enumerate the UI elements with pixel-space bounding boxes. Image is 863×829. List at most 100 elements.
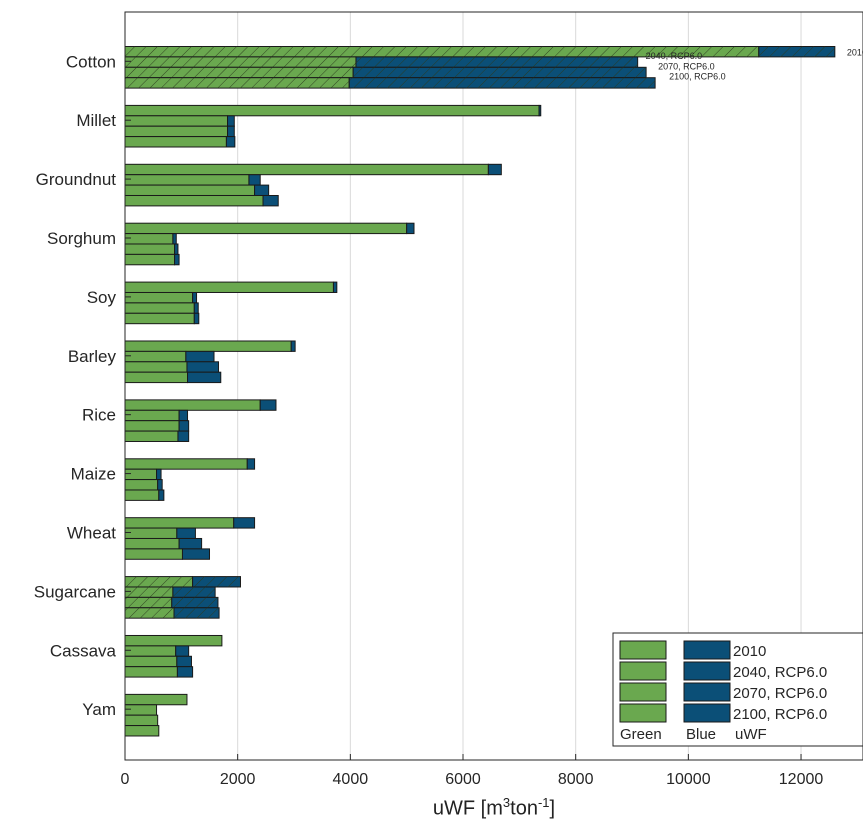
bar-green	[124, 163, 489, 176]
bar-blue-hatch	[353, 67, 647, 78]
bar-blue	[178, 409, 189, 422]
bar-blue	[157, 479, 163, 491]
bar-green	[124, 243, 176, 255]
bar-green	[124, 725, 160, 737]
bar-green	[124, 291, 194, 304]
legend-footer-label: uWF	[735, 726, 767, 743]
bar-green	[124, 136, 227, 148]
bar-blue	[233, 517, 256, 529]
legend-label: 2010	[733, 643, 766, 660]
bar-green	[124, 281, 334, 293]
bar-green	[124, 430, 179, 442]
bar-green	[124, 302, 195, 314]
bar-blue	[156, 468, 162, 481]
bar-green	[124, 312, 195, 325]
bar-green-hatch	[125, 607, 175, 619]
category-label: Rice	[82, 406, 116, 425]
bar-blue	[175, 645, 190, 657]
x-axis-label-sup2: -1	[537, 795, 550, 810]
category-label: Cotton	[66, 52, 116, 71]
legend-label: 2070, RCP6.0	[733, 685, 827, 702]
bar-blue	[178, 420, 190, 432]
bar-green	[124, 340, 292, 352]
bar-green-hatch	[125, 77, 350, 89]
x-axis-label-sup1: 3	[502, 795, 511, 810]
bar-blue	[176, 655, 192, 668]
bar-blue	[259, 399, 277, 411]
bar-green	[124, 693, 188, 706]
bar-green	[124, 458, 248, 470]
bar-blue	[487, 163, 502, 176]
bar-green	[124, 537, 180, 550]
bar-green	[124, 420, 180, 432]
x-axis-label-mid: ton	[510, 797, 538, 820]
category-label: Maize	[71, 465, 116, 484]
bar-annotation: 2070, RCP6.0	[658, 61, 715, 71]
legend-label: 2100, RCP6.0	[733, 706, 827, 723]
x-tick-label: 2000	[220, 771, 256, 788]
legend-label: 2040, RCP6.0	[733, 664, 827, 681]
legend-swatch-blue	[683, 640, 731, 660]
bar-blue	[193, 312, 200, 325]
bar-blue	[181, 548, 211, 560]
bar-blue-hatch	[192, 576, 241, 587]
x-tick-label: 0	[121, 771, 130, 788]
bar-green	[124, 399, 261, 411]
x-tick-label: 6000	[445, 771, 481, 788]
category-label: Sorghum	[47, 229, 116, 248]
bar-green-hatch	[125, 586, 173, 598]
legend-swatch-green	[619, 703, 667, 723]
bar-green	[124, 350, 187, 363]
bar-blue	[193, 302, 199, 314]
bar-blue	[185, 350, 215, 363]
legend-swatch-green	[619, 661, 667, 681]
bar-green	[124, 704, 158, 716]
bar-blue	[187, 371, 222, 384]
x-tick-label: 10000	[666, 771, 711, 788]
bar-green	[124, 517, 235, 529]
x-tick-labels: 0 2000 4000 6000 8000 10000 12000	[121, 771, 824, 788]
bars	[124, 46, 836, 737]
bar-green	[124, 115, 229, 127]
bar-blue	[406, 222, 415, 235]
bar-green	[124, 479, 159, 491]
legend: 2010 2040, RCP6.0 2070, RCP6.0 2100, RCP6.0…	[612, 632, 863, 747]
bar-annotation: 2040, RCP6.0	[646, 51, 703, 61]
legend-swatch-green	[619, 640, 667, 660]
x-tick-label: 4000	[333, 771, 369, 788]
bar-green-hatch	[125, 597, 172, 608]
plot-frame	[124, 11, 863, 761]
bar-blue	[176, 527, 196, 539]
bar-blue	[172, 233, 177, 245]
bar-green	[124, 489, 160, 501]
bar-blue	[254, 184, 270, 196]
bar-green	[124, 714, 159, 727]
bar-green	[124, 174, 250, 186]
bar-blue	[246, 458, 256, 470]
category-label: Millet	[76, 111, 116, 130]
x-tick-label: 12000	[779, 771, 824, 788]
bar-blue	[192, 291, 198, 304]
category-label: Groundnut	[36, 170, 117, 189]
bar-green	[124, 666, 178, 678]
bar-blue	[290, 340, 296, 352]
bar-green	[124, 468, 158, 481]
bar-green	[124, 194, 264, 207]
legend-swatch-blue	[683, 703, 731, 723]
bar-green	[124, 409, 180, 422]
bar-blue	[332, 281, 338, 293]
category-label: Soy	[87, 288, 117, 307]
bar-green	[124, 361, 188, 373]
bar-green	[124, 645, 177, 657]
bar-blue	[225, 136, 236, 148]
bar-annotation: 2010	[847, 48, 863, 58]
x-axis-label: uWF [m3ton-1]	[125, 795, 863, 821]
bar-green	[124, 548, 183, 560]
legend-swatch-blue	[683, 682, 731, 702]
bar-blue	[176, 666, 194, 678]
bar-green	[124, 634, 223, 647]
bar-green-hatch	[125, 576, 193, 587]
x-tick-label: 8000	[558, 771, 594, 788]
